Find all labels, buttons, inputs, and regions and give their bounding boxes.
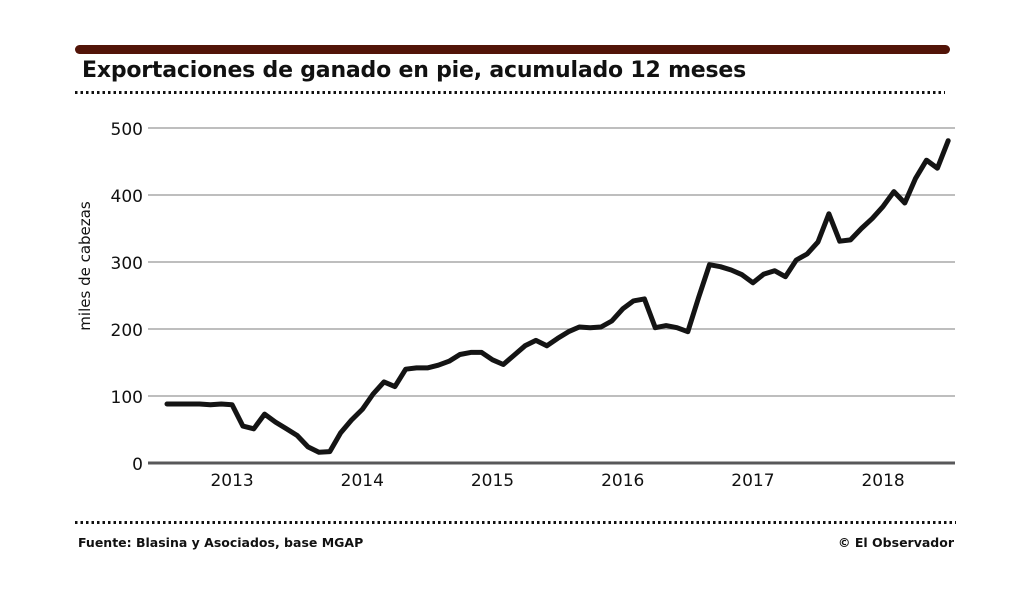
y-tick-label-500: 500 [111,120,143,140]
page-title: Exportaciones de ganado en pie, acumulad… [82,58,747,83]
y-tick-label-300: 300 [111,254,143,274]
footer-dotted-rule [75,521,956,524]
y-tick-label-0: 0 [132,455,143,475]
accent-top-bar [75,45,950,54]
x-tick-label-2015: 2015 [471,471,514,491]
publisher-credit: © El Observador [838,535,954,550]
x-tick-label-2016: 2016 [601,471,644,491]
title-dotted-rule [75,91,945,94]
x-tick-label-2013: 2013 [210,471,253,491]
x-tick-label-2017: 2017 [731,471,774,491]
source-credit: Fuente: Blasina y Asociados, base MGAP [78,535,364,550]
y-tick-label-400: 400 [111,187,143,207]
y-axis-title: miles de cabezas [76,201,94,331]
y-tick-label-100: 100 [111,388,143,408]
x-tick-label-2018: 2018 [861,471,904,491]
x-tick-label-2014: 2014 [341,471,384,491]
data-line-series [164,138,951,455]
y-tick-label-200: 200 [111,321,143,341]
